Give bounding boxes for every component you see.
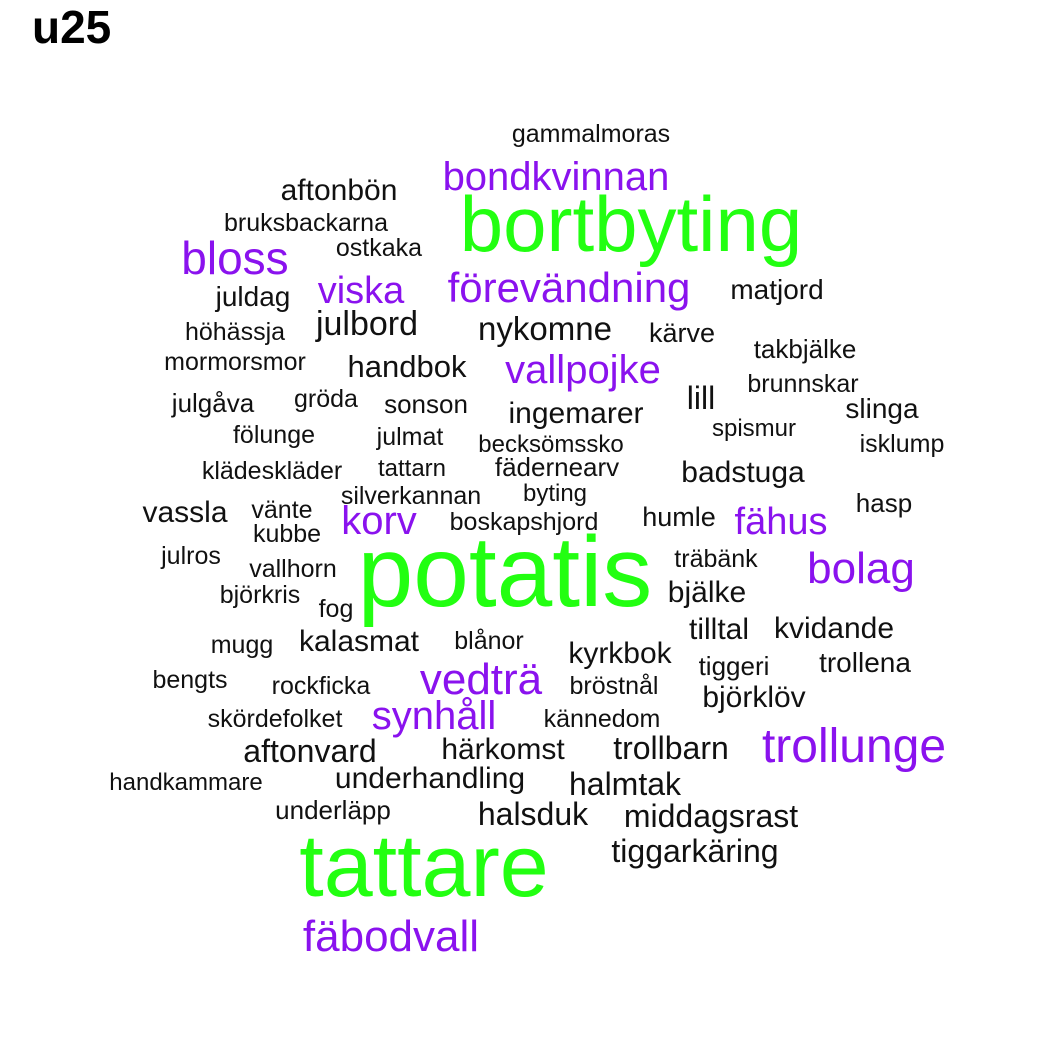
- cloud-word: sonson: [384, 389, 468, 419]
- cloud-word: viska: [318, 270, 405, 312]
- cloud-word: julros: [160, 542, 221, 570]
- cloud-word: slinga: [845, 393, 919, 424]
- cloud-word: fog: [319, 595, 354, 623]
- cloud-word: trollunge: [762, 720, 946, 773]
- cloud-word: björkris: [220, 581, 301, 609]
- cloud-word: kvidande: [774, 612, 894, 645]
- cloud-word: lill: [687, 380, 715, 416]
- cloud-word: juldag: [215, 281, 291, 312]
- cloud-word: klädeskläder: [202, 457, 342, 485]
- cloud-word: fölunge: [233, 421, 315, 449]
- cloud-word: nykomne: [478, 310, 612, 347]
- cloud-word: aftonbön: [281, 174, 398, 207]
- cloud-word: fäbodvall: [303, 912, 479, 961]
- cloud-word: becksömssko: [478, 431, 623, 458]
- cloud-word: förevändning: [448, 264, 691, 311]
- cloud-word: aftonvard: [243, 733, 376, 769]
- cloud-word: bruksbackarna: [224, 209, 388, 237]
- cloud-word: takbjälke: [754, 334, 857, 364]
- cloud-word: middagsrast: [624, 798, 798, 834]
- cloud-word: silverkannan: [341, 482, 481, 510]
- cloud-word: julmat: [376, 423, 444, 451]
- cloud-word: vassla: [142, 496, 227, 529]
- cloud-word: fädernearv: [495, 452, 619, 482]
- cloud-word: underläpp: [275, 795, 391, 825]
- cloud-word: handbok: [348, 349, 467, 384]
- cloud-word: gammalmoras: [512, 120, 670, 148]
- cloud-word: hasp: [856, 488, 912, 518]
- page-title: u25: [32, 1, 112, 53]
- cloud-word: halsduk: [478, 796, 589, 832]
- cloud-word: boskapshjord: [450, 508, 599, 536]
- cloud-word: härkomst: [441, 733, 565, 766]
- cloud-word: handkammare: [109, 769, 262, 796]
- cloud-word: tilltal: [689, 613, 749, 646]
- cloud-word: underhandling: [335, 762, 525, 795]
- cloud-word: bröstnål: [570, 672, 659, 700]
- cloud-word: tattarn: [378, 455, 446, 482]
- cloud-word: byting: [523, 480, 587, 507]
- cloud-word: bengts: [152, 666, 227, 694]
- cloud-word: trollena: [819, 647, 911, 678]
- cloud-word: kärve: [649, 318, 715, 348]
- cloud-word: tiggarkäring: [611, 833, 778, 869]
- cloud-word: vänte: [251, 496, 312, 524]
- cloud-word: isklump: [860, 430, 945, 458]
- cloud-word: potatis: [358, 516, 653, 628]
- cloud-word: vallpojke: [505, 348, 661, 392]
- cloud-word: bloss: [181, 232, 288, 284]
- cloud-word: bjälke: [668, 576, 746, 609]
- cloud-word: halmtak: [569, 766, 682, 802]
- cloud-word: matjord: [730, 274, 823, 305]
- cloud-word: korv: [341, 499, 417, 543]
- cloud-word: trollbarn: [613, 730, 729, 766]
- cloud-word: fähus: [735, 501, 828, 543]
- cloud-word: mormorsmor: [164, 348, 306, 376]
- cloud-word: bolag: [807, 544, 915, 593]
- cloud-word: höhässja: [185, 318, 285, 346]
- cloud-word: blånor: [454, 627, 524, 655]
- cloud-word: skördefolket: [208, 705, 343, 733]
- cloud-word: bondkvinnan: [443, 155, 670, 199]
- cloud-word: kubbe: [253, 520, 321, 548]
- cloud-word: julgåva: [171, 388, 255, 418]
- cloud-word: ingemarer: [508, 397, 643, 430]
- cloud-word: björklöv: [702, 681, 805, 714]
- cloud-word: synhåll: [372, 694, 497, 738]
- cloud-word: ostkaka: [336, 234, 422, 262]
- cloud-word: vedträ: [420, 655, 543, 704]
- cloud-word: kalasmat: [299, 625, 420, 658]
- cloud-word: kyrkbok: [568, 637, 672, 670]
- cloud-word: vallhorn: [249, 555, 337, 583]
- cloud-word: träbänk: [674, 545, 758, 573]
- cloud-word: bortbyting: [460, 180, 803, 268]
- cloud-word: mugg: [211, 631, 274, 659]
- cloud-word: tattare: [299, 816, 548, 915]
- cloud-word: kännedom: [544, 705, 661, 733]
- cloud-word: spismur: [712, 415, 796, 442]
- cloud-word: julbord: [315, 305, 418, 343]
- cloud-word: humle: [642, 502, 716, 532]
- cloud-word: tiggeri: [699, 651, 770, 681]
- cloud-word: gröda: [294, 385, 358, 413]
- cloud-word: badstuga: [681, 456, 805, 489]
- cloud-word: brunnskar: [747, 370, 858, 398]
- cloud-word: rockficka: [272, 672, 371, 700]
